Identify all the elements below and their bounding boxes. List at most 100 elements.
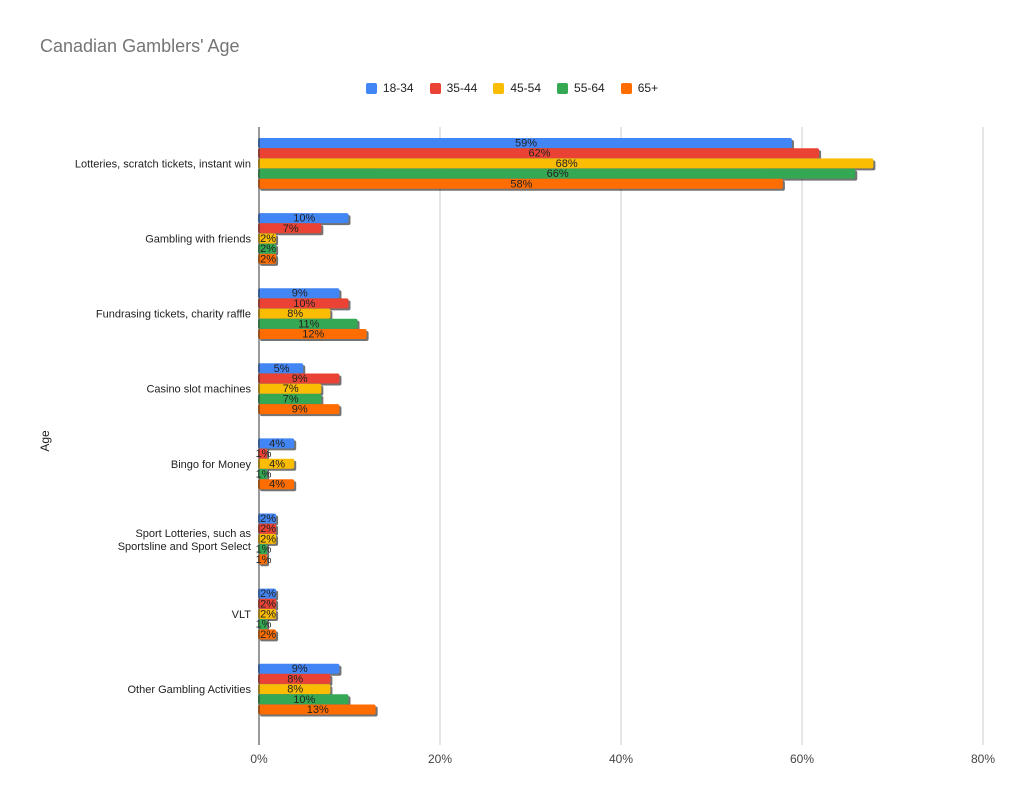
data-label: 2%: [260, 609, 276, 621]
bar: [258, 158, 874, 169]
bar: [258, 178, 783, 189]
data-label: 2%: [260, 523, 276, 535]
data-label: 2%: [260, 533, 276, 545]
data-label: 8%: [287, 684, 303, 696]
data-label: 10%: [293, 213, 315, 225]
bar: [258, 373, 340, 384]
x-tick-label: 0%: [250, 752, 268, 766]
bar: [258, 288, 340, 299]
bar: [258, 363, 304, 374]
legend-swatch: [493, 82, 505, 94]
category-label: Lotteries, scratch tickets, instant win: [75, 158, 251, 170]
legend-swatch: [620, 82, 632, 94]
data-label: 4%: [269, 479, 285, 491]
bar: [258, 673, 331, 684]
category-label: Casino slot machines: [146, 384, 251, 396]
legend-label: 35-44: [446, 81, 478, 95]
bar: [258, 523, 277, 534]
bar: [258, 513, 277, 524]
legend-item[interactable]: 65+: [620, 81, 659, 95]
bar: [258, 393, 322, 404]
legend-label: 65+: [637, 81, 659, 95]
bar: [258, 213, 349, 224]
bar: [258, 404, 340, 415]
bar: [258, 479, 295, 490]
data-label: 12%: [302, 329, 324, 341]
data-label: 1%: [256, 448, 272, 460]
bar: [258, 438, 295, 449]
legend-item[interactable]: 55-64: [557, 81, 605, 95]
data-label: 7%: [283, 393, 299, 405]
data-label: 5%: [274, 363, 290, 375]
bar: [258, 243, 277, 254]
bar: [258, 588, 277, 599]
data-label: 9%: [292, 663, 308, 675]
bar: [258, 598, 277, 609]
bar: [258, 329, 367, 339]
bar: [258, 168, 856, 179]
data-label: 59%: [515, 138, 537, 150]
category-label: Sport Lotteries, such as Sportsline and S…: [118, 528, 252, 553]
data-label: 2%: [260, 233, 276, 245]
legend-item[interactable]: 35-44: [429, 81, 478, 95]
bar: [258, 704, 376, 715]
legend-label: 55-64: [574, 81, 605, 95]
category-label: Other Gambling Activities: [128, 684, 252, 696]
x-tick-label: 20%: [428, 752, 452, 766]
x-tick-label: 80%: [971, 752, 995, 766]
data-label: 11%: [298, 318, 319, 330]
category-label: VLT: [232, 609, 252, 621]
x-tick-label: 40%: [609, 752, 633, 766]
bar: [258, 663, 340, 674]
data-label: 7%: [283, 383, 299, 395]
bar: [258, 383, 322, 394]
data-label: 2%: [260, 253, 276, 265]
data-label: 68%: [556, 158, 578, 170]
bar: [258, 308, 331, 319]
bar: [258, 554, 268, 565]
data-label: 62%: [529, 148, 551, 160]
data-label: 2%: [260, 243, 276, 255]
bar: [258, 619, 268, 630]
data-label: 9%: [292, 373, 308, 385]
legend-swatch: [365, 82, 377, 94]
legend-swatch: [557, 82, 569, 94]
data-label: 10%: [293, 298, 315, 310]
legend: 18-34 35-44 45-54 55-64 65+: [0, 81, 1024, 95]
bar: [258, 298, 349, 309]
bar: [258, 253, 277, 264]
data-label: 2%: [260, 513, 276, 525]
legend-item[interactable]: 45-54: [493, 81, 541, 95]
data-label: 4%: [269, 458, 285, 470]
bar: [258, 138, 792, 148]
category-label: Gambling with friends: [145, 234, 251, 246]
bar: [258, 448, 268, 459]
data-label: 66%: [547, 168, 569, 180]
legend-label: 45-54: [510, 81, 542, 95]
y-axis-title: Age: [38, 430, 52, 452]
bar: [258, 609, 277, 619]
data-label: 1%: [256, 554, 272, 566]
bar: [258, 694, 349, 705]
data-label: 4%: [269, 438, 285, 450]
bar: [258, 458, 295, 469]
data-label: 1%: [256, 469, 272, 481]
bar: [258, 233, 277, 244]
category-label: Bingo for Money: [171, 459, 252, 471]
category-label: Fundrasing tickets, charity raffle: [96, 309, 251, 321]
data-label: 1%: [256, 619, 272, 631]
data-label: 2%: [260, 598, 276, 610]
bar: [258, 223, 322, 234]
data-label: 8%: [287, 673, 303, 685]
bar: [258, 629, 277, 640]
data-label: 13%: [307, 704, 329, 716]
data-label: 7%: [283, 223, 299, 235]
data-label: 9%: [292, 288, 308, 300]
data-label: 1%: [256, 544, 272, 556]
bar: [258, 684, 331, 695]
x-tick-label: 60%: [790, 752, 814, 766]
legend-item[interactable]: 18-34: [365, 81, 414, 95]
bar: [258, 533, 277, 544]
data-label: 2%: [260, 629, 276, 641]
